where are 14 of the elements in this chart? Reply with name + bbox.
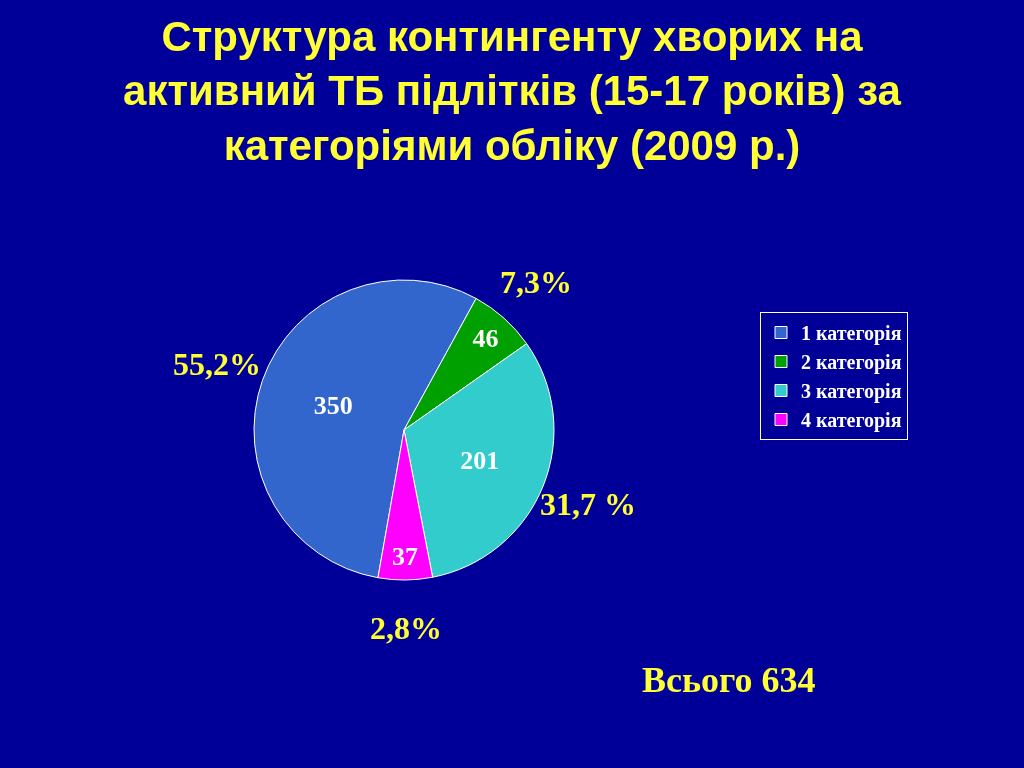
data-label: 201 — [460, 445, 500, 475]
legend-label: 3 категорія — [801, 380, 902, 404]
data-label: 37 — [392, 542, 419, 572]
data-label: 46 — [472, 324, 499, 354]
text: 55,2% — [173, 346, 261, 382]
legend-label: 2 категорія — [801, 351, 902, 375]
legend-label: 4 категорія — [801, 409, 902, 433]
legend-label: 1 категорія — [801, 322, 902, 346]
data-label: 350 — [313, 390, 353, 420]
chart-title: Структура контингенту хворих на активний ТБ підлітків (15-17 років) за категоріями обліку (2009 р.) — [123, 12, 902, 169]
text: 2,8% — [370, 610, 442, 646]
text: 31,7 % — [540, 486, 636, 522]
text: Всього 634 — [642, 660, 816, 700]
text: 7,3% — [500, 264, 572, 300]
